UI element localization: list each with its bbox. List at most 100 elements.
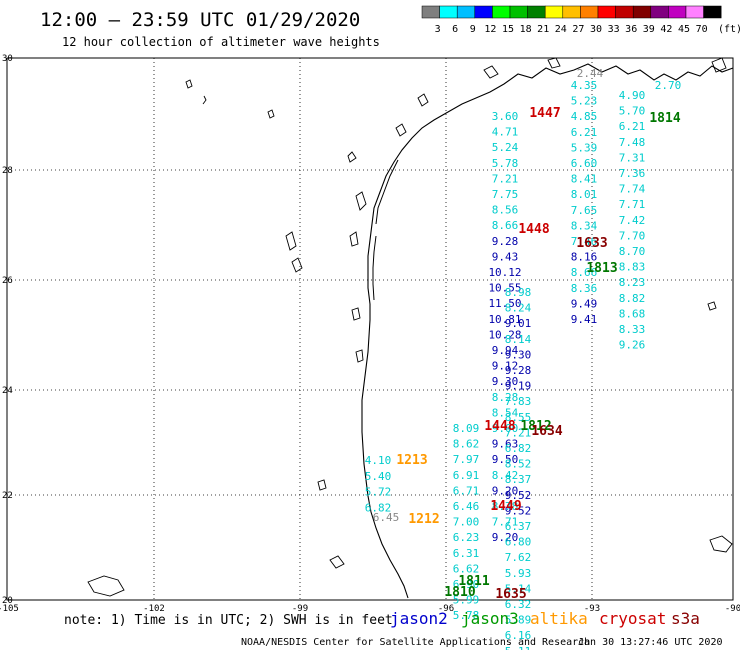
pass-time-label: 1448: [484, 419, 515, 434]
wave-height-value: 8.28: [492, 391, 519, 404]
wave-height-value: 5.70: [619, 105, 646, 118]
latitude-tick: 24: [2, 386, 13, 396]
wave-height-value: 9.28: [492, 235, 519, 248]
wave-height-value: 8.37: [505, 473, 532, 486]
wave-height-value: 10.55: [488, 282, 521, 295]
pass-time-label: 1212: [408, 512, 439, 527]
scale-bin-label: 36: [625, 24, 637, 35]
wave-height-value: 8.66: [571, 266, 598, 279]
wave-height-tracks: 3.60 4.71 5.24 5.78 7.21 7.75 8.56 8.66 9.28 9.43…: [365, 67, 682, 654]
wave-height-value: 6.21: [571, 126, 598, 139]
wave-height-value: 7.62: [505, 551, 532, 564]
wave-height-value: 8.98: [505, 286, 532, 299]
wave-height-value: 5.93: [505, 567, 532, 580]
scale-bin-label: 6: [452, 24, 458, 35]
wave-height-value: 7.21: [492, 172, 519, 185]
wave-height-value: 9.20: [492, 531, 519, 544]
scale-bin-label: 70: [696, 24, 708, 35]
scale-bin: [456, 5, 476, 19]
wave-height-value: 7.42: [619, 214, 646, 227]
pass-time-label: 1813: [586, 261, 617, 276]
satellite-legend: jason2 jason3 altika cryosat s3a: [390, 609, 700, 628]
scale-bin-label: 45: [678, 24, 690, 35]
wave-height-value: 7.48: [619, 136, 646, 149]
scale-bin-label: 33: [608, 24, 620, 35]
wave-height-value: 7.71: [492, 516, 519, 529]
wave-height-value: 6.60: [571, 157, 598, 170]
longitude-tick: -93: [584, 604, 600, 614]
scale-bin-label: 15: [502, 24, 514, 35]
wave-height-value: 6.31: [453, 547, 480, 560]
wave-height-value: 9.63: [492, 438, 519, 451]
wave-height-value: 5.78: [492, 157, 519, 170]
pass-time-label: 1812: [520, 419, 551, 434]
wave-height-value: 5.14: [505, 582, 532, 595]
wave-height-value: 8.36: [571, 282, 598, 295]
footer-credit: NOAA/NESDIS Center for Satellite Applica…: [241, 637, 590, 648]
wave-height-value: 8.52: [505, 458, 532, 471]
islands: [87, 301, 733, 597]
wave-height-value: 9.26: [619, 339, 646, 352]
wave-height-value: 5.11: [505, 645, 532, 650]
pass-time-label: 1635: [495, 587, 526, 602]
scale-bin: [685, 5, 704, 19]
scale-bin: [650, 5, 669, 19]
wave-height-value: 4.71: [492, 126, 519, 139]
latitude-tick: 28: [2, 166, 13, 176]
wave-height-value: 3.60: [492, 110, 519, 123]
wave-height-value: 7.46: [571, 235, 598, 248]
wave-height-value: 5.40: [365, 470, 392, 483]
wave-height-value: 10.12: [488, 266, 521, 279]
wave-height-value: 6.23: [453, 531, 480, 544]
wave-height-value: 9.52: [505, 489, 532, 502]
gulf-coastline: [361, 63, 734, 599]
wave-height-value: 8.54: [492, 406, 519, 419]
scale-bin-label: 30: [590, 24, 602, 35]
pass-time-label: 1814: [649, 111, 680, 126]
wave-height-value: 9.30: [505, 348, 532, 361]
footer-note: note: 1) Time is in UTC; 2) SWH is in fe…: [64, 613, 393, 628]
wave-height-value: 5.39: [571, 141, 598, 154]
wave-height-value: 9.52: [505, 504, 532, 517]
scale-bin-label: 18: [520, 24, 532, 35]
satellite-legend-s3a: s3a: [671, 609, 700, 628]
scale-bin: [544, 5, 564, 19]
satellite-legend-altika: altika: [530, 609, 588, 628]
wave-height-value: 8.16: [571, 251, 598, 264]
wave-height-value: 10.81: [488, 313, 521, 326]
scale-unit-label: (ft): [718, 24, 740, 35]
wave-height-value: 6.62: [453, 562, 480, 575]
wave-height-value: 9.94: [492, 344, 519, 357]
wave-height-value: 9.20: [492, 484, 519, 497]
wave-height-value: 9.19: [505, 380, 532, 393]
pass-time-label: 1633: [576, 236, 607, 251]
wave-height-value: 5.72: [365, 486, 392, 499]
wave-height-value: 8.42: [492, 469, 519, 482]
wave-height-value: 8.23: [619, 276, 646, 289]
wave-height-value: 7.31: [619, 151, 646, 164]
pass-time-label: 1810: [444, 585, 475, 600]
wave-height-value: 7.65: [571, 204, 598, 217]
longitude-tick: -90: [725, 604, 740, 614]
wave-height-value: 7.83: [505, 395, 532, 408]
scale-bin: [421, 5, 440, 19]
wave-height-value: 5.99: [453, 594, 480, 607]
scale-bin-label: 42: [660, 24, 672, 35]
wave-height-value: 6.71: [453, 484, 480, 497]
longitude-tick: -102: [143, 604, 165, 614]
satellite-legend-jason3: jason3: [461, 609, 519, 628]
wave-height-value: 6.90: [453, 578, 480, 591]
wave-height-value: 6.45: [373, 511, 400, 524]
wave-height-value: 4.10: [365, 454, 392, 467]
wave-height-value: 6.46: [453, 500, 480, 513]
wave-height-value: 7.36: [619, 167, 646, 180]
wave-height-color-scale: 3 6 9 12 15 18 21 24 27 30 33 36 39 42 45 70: [421, 5, 722, 35]
scale-bin: [597, 5, 616, 19]
pass-time-label: 1213: [396, 453, 427, 468]
inland-water-features: [185, 57, 727, 569]
scale-bin: [668, 5, 687, 19]
longitude-tick-labels: -105 -102 -99 -96 -93 -90: [0, 604, 740, 614]
pass-time-label: 1447: [529, 106, 560, 121]
